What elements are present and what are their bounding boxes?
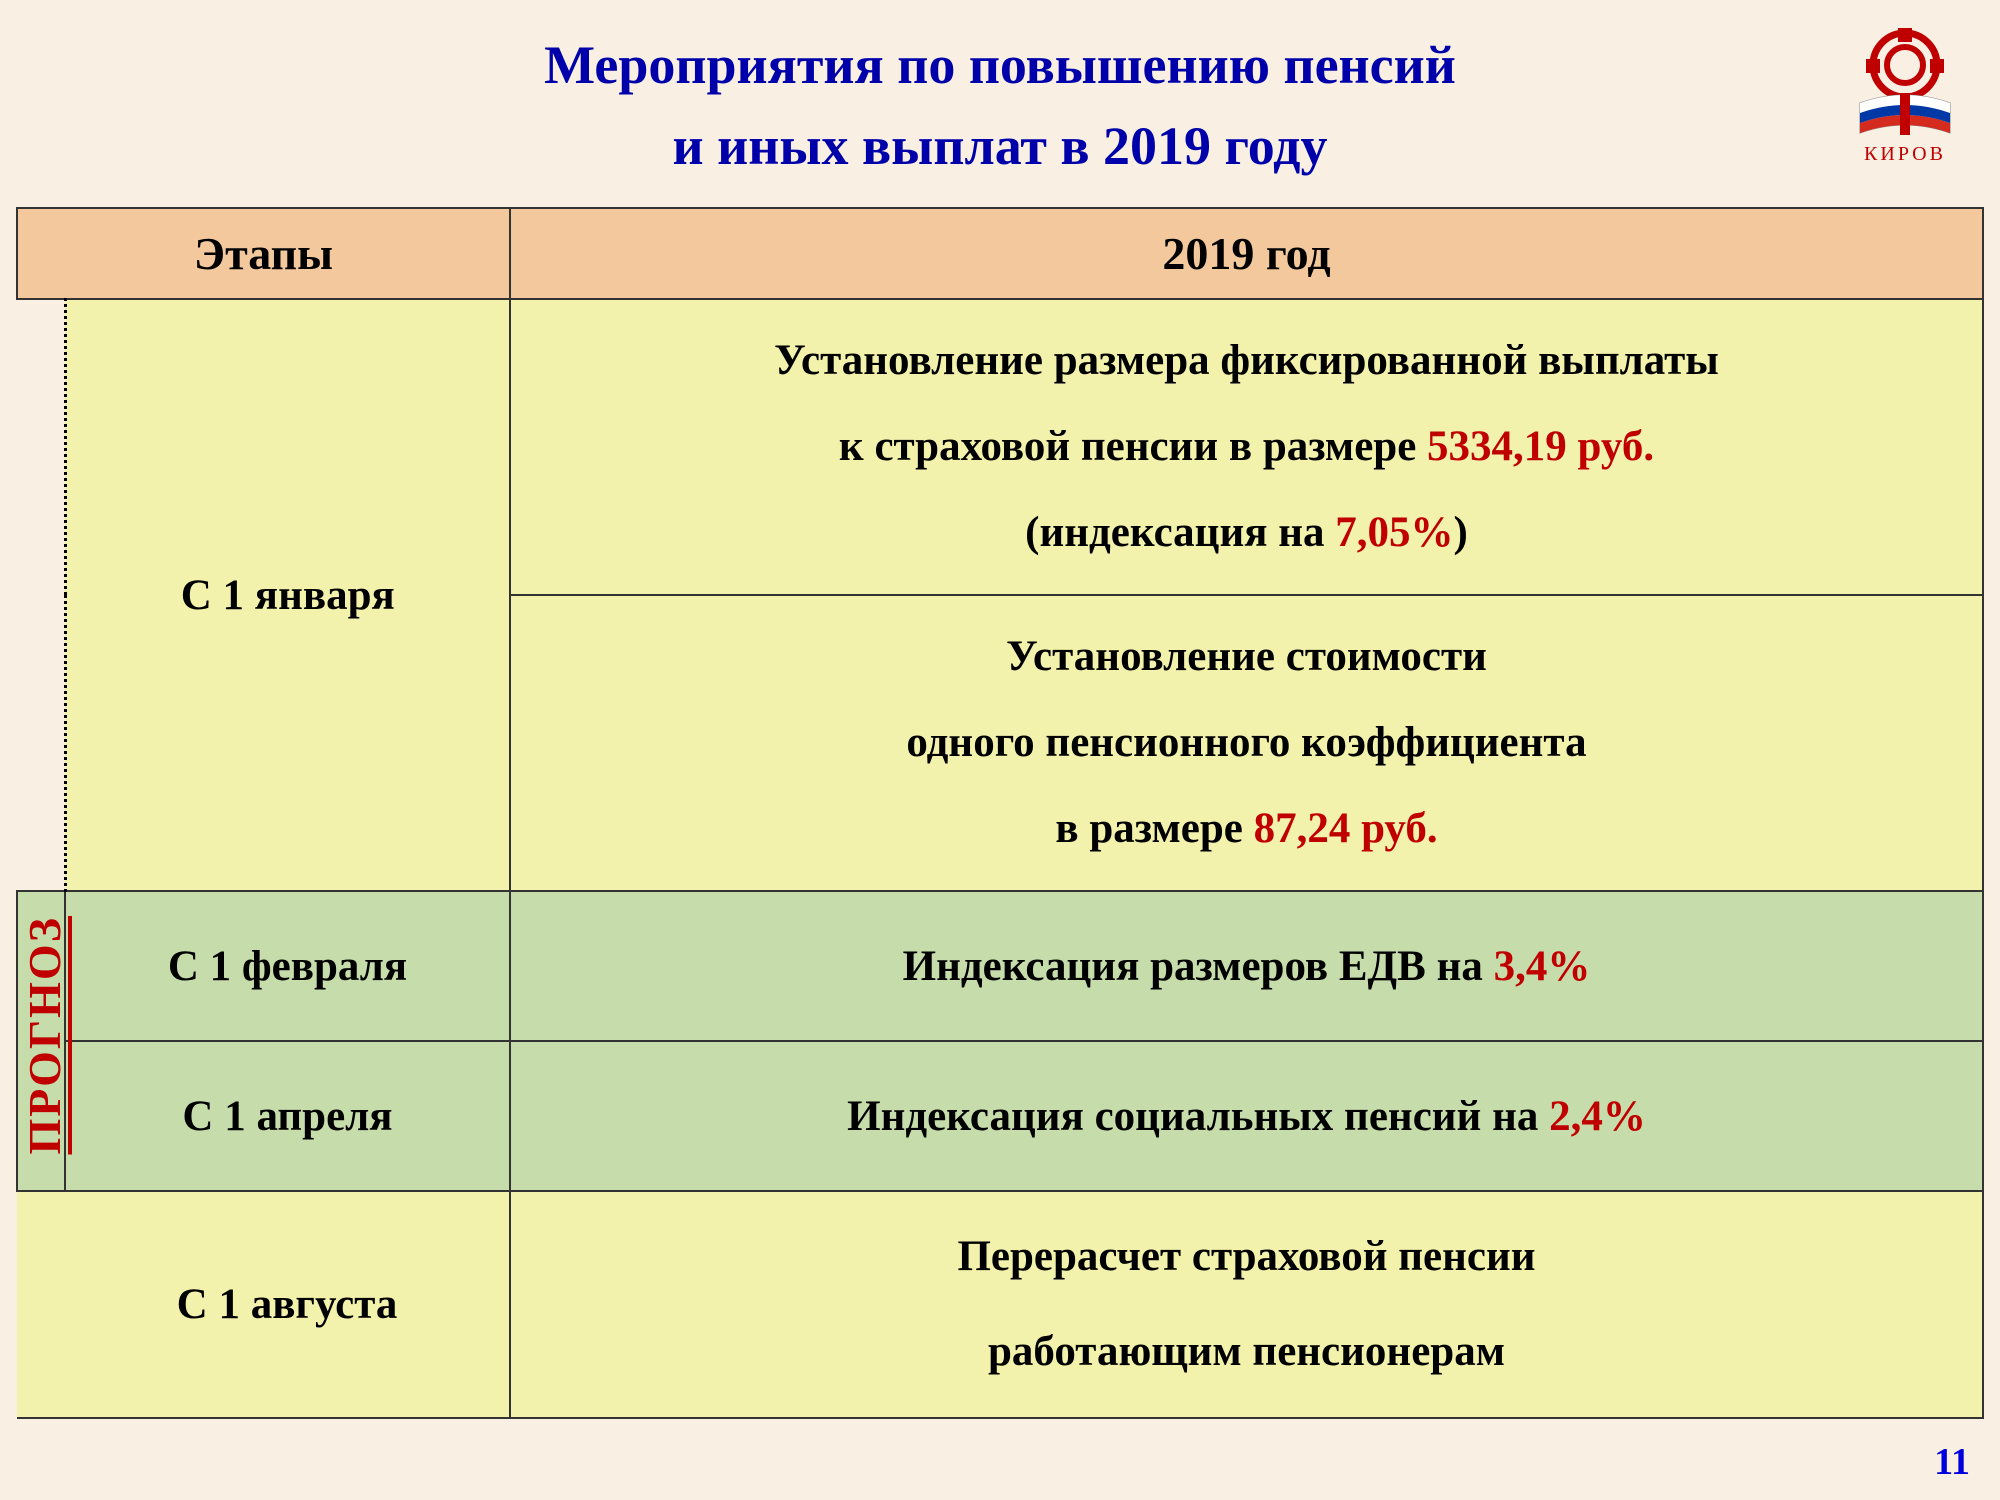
january-cell-2: Установление стоимости одного пенсионног…: [510, 595, 1983, 891]
table-row: ПРОГНОЗ С 1 февраля Индексация размеров …: [17, 891, 1983, 1041]
january-cell-1: Установление размера фиксированной выпла…: [510, 299, 1983, 595]
april-cell: Индексация социальных пенсий на 2,4%: [510, 1041, 1983, 1191]
title-line-2: и иных выплат в 2019 году: [0, 106, 2000, 187]
february-cell: Индексация размеров ЕДВ на 3,4%: [510, 891, 1983, 1041]
stage-april: С 1 апреля: [65, 1041, 510, 1191]
stage-august: С 1 августа: [65, 1191, 510, 1418]
august-cell: Перерасчет страховой пенсии работающим п…: [510, 1191, 1983, 1418]
table-row: С 1 апреля Индексация социальных пенсий …: [17, 1041, 1983, 1191]
side-spacer-bottom: [17, 1191, 65, 1418]
header-year: 2019 год: [510, 208, 1983, 299]
page-number: 11: [1934, 1440, 1970, 1484]
header-stages: Этапы: [17, 208, 510, 299]
table-header-row: Этапы 2019 год: [17, 208, 1983, 299]
forecast-label: ПРОГНОЗ: [18, 916, 71, 1155]
forecast-sidebar: ПРОГНОЗ: [17, 891, 65, 1191]
table-row: С 1 августа Перерасчет страховой пенсии …: [17, 1191, 1983, 1418]
table-row: С 1 января Установление размера фиксиров…: [17, 299, 1983, 595]
logo-block: КИРОВ: [1840, 25, 1970, 166]
title-line-1: Мероприятия по повышению пенсий: [0, 25, 2000, 106]
logo-label: КИРОВ: [1840, 143, 1970, 166]
stage-january: С 1 января: [65, 299, 510, 891]
stage-february: С 1 февраля: [65, 891, 510, 1041]
main-table: Этапы 2019 год С 1 января Установление р…: [16, 207, 1984, 1419]
side-spacer: [17, 299, 65, 891]
pfr-logo-icon: [1840, 25, 1970, 140]
slide-title: Мероприятия по повышению пенсий и иных в…: [0, 0, 2000, 207]
